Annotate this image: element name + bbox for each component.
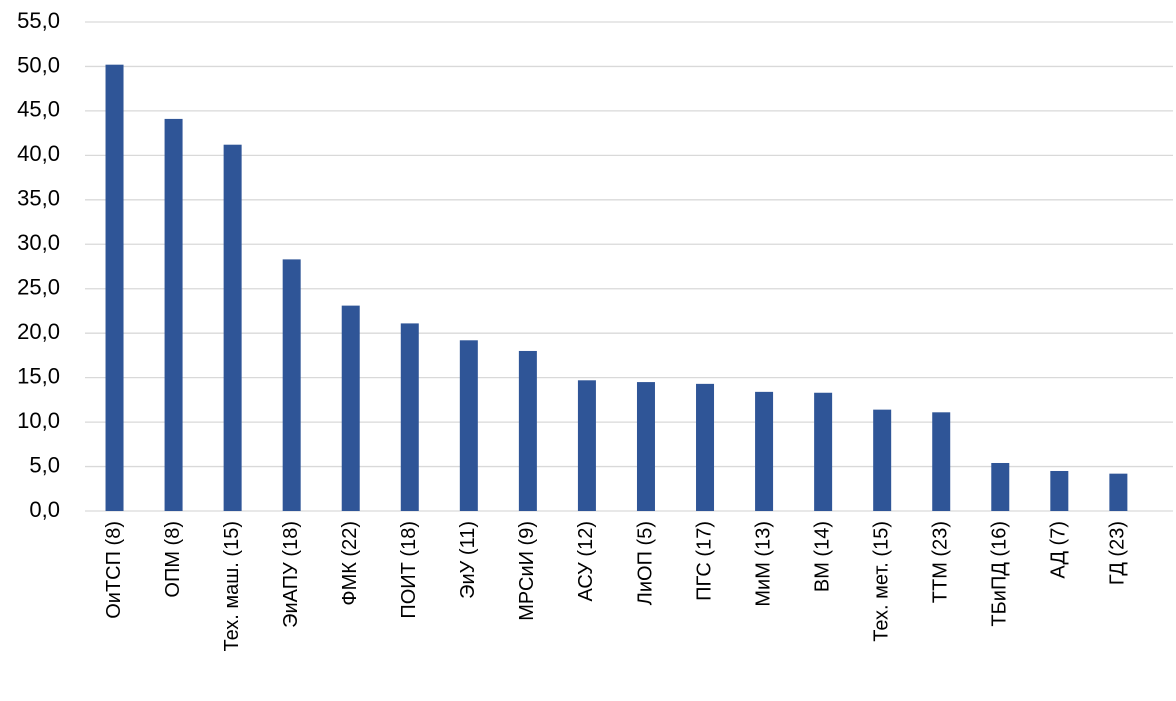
x-tick-label: ПОИТ (18) [398,521,420,619]
bar [459,340,478,511]
y-tick-label: 55,0 [17,8,60,33]
bar [223,144,242,511]
x-tick-label: ТБиПД (16) [989,521,1011,627]
x-tick-label: ЛиОП (5) [634,521,656,605]
bar [577,380,596,511]
y-tick-label: 30,0 [17,230,60,255]
bar [400,323,419,511]
y-tick-label: 40,0 [17,141,60,166]
bar [991,462,1010,511]
x-tick-label: Тех. мет. (15) [870,521,892,642]
x-tick-label: ПГС (17) [693,521,715,601]
bar [873,409,892,511]
x-tick-label: ФМК (22) [339,521,361,606]
bar [164,118,183,511]
bar [105,64,124,511]
bar [1109,473,1128,511]
bar [518,350,537,511]
y-tick-label: 45,0 [17,97,60,122]
bar [341,305,360,511]
x-tick-label: ГД (23) [1107,521,1129,585]
y-tick-label: 5,0 [29,452,60,477]
y-tick-label: 15,0 [17,363,60,388]
x-tick-label: ЭиАПУ (18) [280,521,302,628]
y-tick-label: 25,0 [17,275,60,300]
x-tick-label: ТТМ (23) [930,521,952,603]
bar [282,259,301,511]
x-tick-label: ОПМ (8) [162,521,184,598]
y-tick-label: 35,0 [17,186,60,211]
x-tick-label: МиМ (13) [752,521,774,607]
bar [932,412,951,511]
y-tick-label: 10,0 [17,408,60,433]
bar [814,392,833,511]
y-tick-label: 50,0 [17,52,60,77]
bar [636,382,655,511]
bar [696,383,715,511]
y-tick-label: 0,0 [29,497,60,522]
y-tick-label: 20,0 [17,319,60,344]
x-tick-label: ОиТСП (8) [103,521,125,619]
x-tick-label: АСУ (12) [575,521,597,602]
x-tick-label: ВМ (14) [811,521,833,592]
x-tick-label: МРСиИ (9) [516,521,538,621]
x-tick-label: ЭиУ (11) [457,521,479,599]
x-tick-label: АД (7) [1048,521,1070,579]
bar [755,391,774,511]
x-tick-label: Тех. маш. (15) [221,521,243,652]
bar [1050,470,1069,511]
